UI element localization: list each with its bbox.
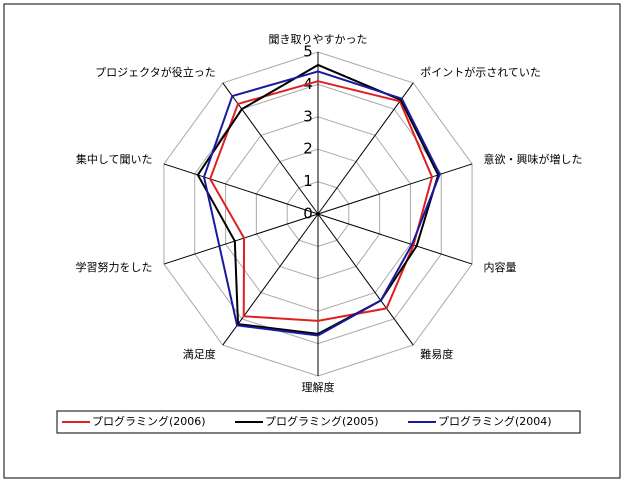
- axis-label: 意欲・興味が増した: [483, 152, 582, 166]
- legend-label: プログラミング(2006): [92, 414, 206, 428]
- series-line: [202, 70, 441, 337]
- legend-box: [56, 410, 581, 434]
- series-line: [209, 80, 434, 322]
- axis-label: 難易度: [420, 347, 453, 361]
- axis-label: 聞き取りやすかった: [269, 33, 368, 46]
- spoke: [317, 163, 473, 215]
- spoke: [317, 82, 414, 215]
- r-tick-label: 2: [303, 140, 313, 158]
- axis-label: 内容量: [483, 260, 516, 274]
- axis-label: プロジェクタが役立った: [95, 65, 216, 79]
- r-tick-label: 3: [303, 107, 313, 125]
- spoke: [317, 213, 473, 265]
- axis-label: 満足度: [183, 347, 216, 361]
- axis-label: ポイントが示されていた: [420, 65, 541, 79]
- axis-label: 学習努力をした: [76, 260, 153, 274]
- spoke: [163, 213, 319, 265]
- r-tick-label: 0: [303, 205, 313, 223]
- axis-label: 集中して聞いた: [76, 152, 153, 166]
- legend-label: プログラミング(2004): [438, 414, 552, 428]
- r-tick-label: 1: [303, 172, 313, 190]
- r-tick-label: 5: [303, 43, 313, 61]
- axis-label: 理解度: [302, 380, 335, 394]
- legend-label: プログラミング(2005): [265, 414, 379, 428]
- spoke: [163, 163, 319, 215]
- spoke: [317, 213, 414, 346]
